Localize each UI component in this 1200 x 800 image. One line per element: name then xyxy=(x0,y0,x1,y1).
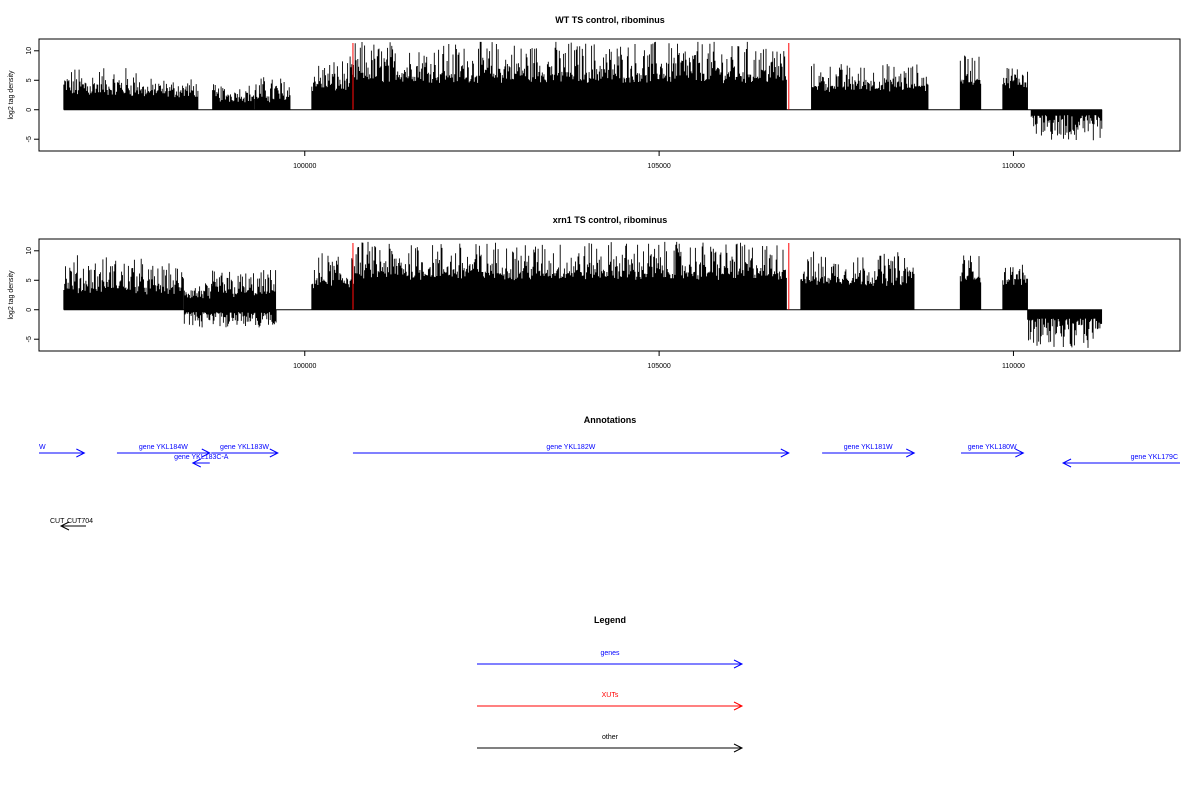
arrow-head xyxy=(76,448,86,458)
arrow-head xyxy=(201,448,211,458)
legend-label: other xyxy=(602,734,619,741)
gene-arrow xyxy=(961,448,1025,458)
coverage-plus-block xyxy=(311,56,354,110)
coverage-plus-block xyxy=(141,263,184,310)
arrow-head xyxy=(733,701,744,711)
x-tick-label: 105000 xyxy=(647,363,670,370)
legend-title: Legend xyxy=(594,615,626,625)
legend: Legend genes XUTs other xyxy=(477,615,744,753)
cut-label: CUT xyxy=(50,518,65,525)
cut-arrow xyxy=(59,521,86,531)
y-tick-label: -5 xyxy=(26,336,33,342)
y-tick-label: 5 xyxy=(26,78,33,82)
gene-label: gene YKL181W xyxy=(844,444,893,451)
annotations-title: Annotations xyxy=(584,415,637,425)
coverage-plus-block xyxy=(353,241,787,310)
x-tick-label: 110000 xyxy=(1002,363,1025,370)
arrow-head xyxy=(191,458,202,468)
y-tick-label: 10 xyxy=(26,247,33,255)
x-tick-label: 110000 xyxy=(1002,163,1025,170)
coverage-plus-block xyxy=(254,77,291,110)
arrow-head xyxy=(906,448,916,458)
gene-arrow xyxy=(1061,458,1180,468)
y-tick-label: -5 xyxy=(26,136,33,142)
legend-label: XUTs xyxy=(602,692,619,699)
gene-label: W xyxy=(39,444,46,451)
coverage-plus-block xyxy=(1002,264,1028,310)
arrow-head xyxy=(1061,458,1072,468)
axes: 100000 105000 110000 10 5 0 -5 xyxy=(26,247,1025,370)
y-axis-label: log2 tag density xyxy=(8,70,15,120)
coverage-plus-block xyxy=(959,55,982,110)
gene-label: gene YKL183C-A xyxy=(174,454,229,461)
arrow-head xyxy=(59,521,70,531)
marker-lines xyxy=(352,43,790,110)
plot-frame xyxy=(38,238,1181,352)
coverage-bars xyxy=(63,41,1103,141)
legend-arrow xyxy=(477,701,744,711)
gene-arrow xyxy=(116,448,211,458)
arrow-head xyxy=(733,743,744,753)
gene-label: gene YKL183W xyxy=(220,444,269,451)
gene-arrow xyxy=(822,448,916,458)
coverage-plus-block xyxy=(212,270,277,310)
coverage-minus-block xyxy=(1030,109,1103,141)
gene-arrow xyxy=(191,458,210,468)
gene-arrow xyxy=(211,448,279,458)
gene-arrow xyxy=(39,448,86,458)
legend-arrow xyxy=(477,659,744,669)
coverage-plus-block xyxy=(212,84,255,110)
gene-label: gene YKL182W xyxy=(546,444,595,451)
coverage-plus-block xyxy=(959,255,982,310)
plot-frame xyxy=(38,38,1181,152)
y-tick-label: 10 xyxy=(26,47,33,55)
y-tick-label: 0 xyxy=(26,308,33,312)
coverage-plus-block xyxy=(63,255,142,310)
coverage-plus-block xyxy=(311,253,354,310)
coverage-plus-block xyxy=(800,251,915,310)
coverage-minus-block xyxy=(1027,309,1103,348)
arrow-head xyxy=(1015,448,1025,458)
xrn1-coverage-panel: xrn1 TS control, ribominus log2 tag dens… xyxy=(8,215,1181,370)
y-tick-label: 5 xyxy=(26,278,33,282)
coverage-plus-block xyxy=(63,68,142,110)
coverage-minus-block xyxy=(183,309,277,328)
gene-arrow xyxy=(352,448,790,458)
legend-arrow xyxy=(477,743,744,753)
arrow-head xyxy=(733,659,744,669)
coverage-plus-block xyxy=(811,63,929,110)
coverage-plus-block xyxy=(353,41,787,110)
wt-coverage-panel: WT TS control, ribominus log2 tag densit… xyxy=(8,15,1181,170)
x-tick-label: 105000 xyxy=(647,163,670,170)
y-tick-label: 0 xyxy=(26,108,33,112)
coverage-plus-block xyxy=(1002,68,1028,110)
panel-title: xrn1 TS control, ribominus xyxy=(553,215,668,225)
gene-label: gene YKL184W xyxy=(139,444,188,451)
x-tick-label: 100000 xyxy=(293,363,316,370)
arrow-head xyxy=(269,448,279,458)
coverage-plus-block xyxy=(183,283,213,310)
gene-label: gene YKL179C xyxy=(1131,454,1178,461)
legend-label: genes xyxy=(600,650,620,657)
marker-lines xyxy=(352,243,790,310)
axes: 100000 105000 110000 10 5 0 -5 xyxy=(26,47,1025,170)
coverage-plus-block xyxy=(141,78,199,110)
cut-label: CUT704 xyxy=(67,518,93,525)
gene-label: gene YKL180W xyxy=(968,444,1017,451)
coverage-bars xyxy=(63,241,1103,348)
legend-items: genes XUTs other xyxy=(477,650,744,753)
arrow-head xyxy=(780,448,790,458)
panel-title: WT TS control, ribominus xyxy=(555,15,665,25)
y-axis-label: log2 tag density xyxy=(8,270,15,320)
x-tick-label: 100000 xyxy=(293,163,316,170)
